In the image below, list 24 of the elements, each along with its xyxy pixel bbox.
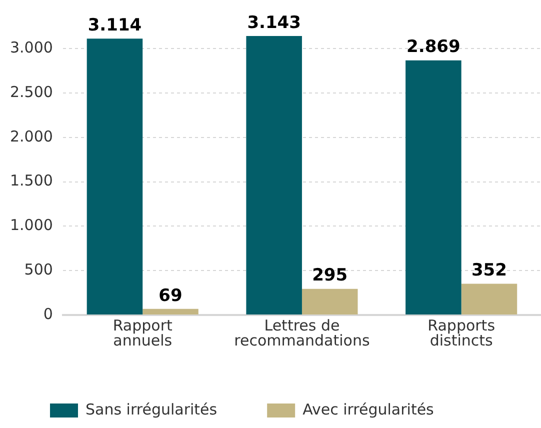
bar (142, 308, 198, 314)
data-label: 3.143 (247, 12, 301, 33)
y-tick-label: 2.000 (10, 127, 53, 146)
legend-label: Sans irrégularités (86, 400, 218, 418)
bar (461, 284, 518, 314)
y-tick-label: 1.500 (10, 172, 53, 190)
y-tick-label: 1.000 (10, 216, 53, 234)
data-label: 295 (312, 266, 348, 286)
data-label: 352 (471, 260, 507, 281)
x-tick-label: Rapport annuels (112, 316, 173, 350)
y-tick-label: 2.500 (10, 82, 53, 101)
x-tick-label: Lettres de recommandations (234, 316, 370, 350)
y-tick-label: 500 (24, 260, 53, 279)
data-label: 69 (158, 286, 182, 306)
y-tick-label: 3.000 (10, 38, 53, 57)
data-label: 2.869 (406, 37, 460, 58)
data-label: 3.114 (88, 15, 142, 36)
bar (86, 38, 143, 314)
y-tick-label: 0 (43, 304, 53, 323)
x-tick-label: Rapports distincts (428, 316, 496, 350)
bar (406, 60, 462, 314)
bar (246, 36, 302, 314)
bar (302, 288, 358, 314)
legend-label: Avec irrégularités (302, 400, 434, 418)
